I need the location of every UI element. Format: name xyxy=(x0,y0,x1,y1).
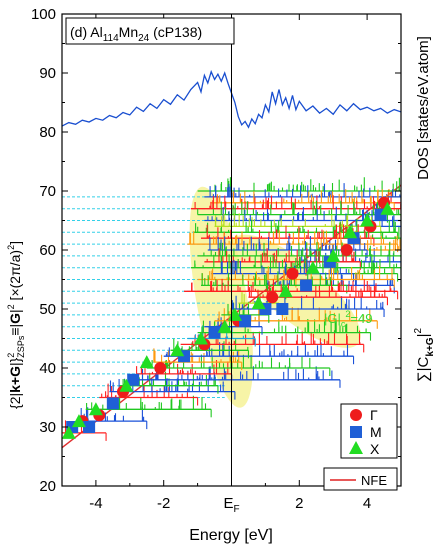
point-circle-3 xyxy=(154,362,167,374)
level-spikes-6 xyxy=(141,366,333,380)
point-triangle-11 xyxy=(305,260,320,274)
point-square-9 xyxy=(300,279,313,292)
upper-level-spikes-16 xyxy=(201,271,339,286)
legend-nfe-box xyxy=(323,467,398,491)
upper-level-spikes-8 xyxy=(206,224,370,239)
point-triangle-9 xyxy=(251,296,266,310)
x-tick-label--2: -2 xyxy=(157,495,170,512)
point-triangle-15 xyxy=(380,201,395,215)
y-tick-label-30: 30 xyxy=(39,419,56,436)
point-triangle-10 xyxy=(278,284,293,298)
x-tick-label-4: 4 xyxy=(363,495,371,512)
point-triangle-7 xyxy=(217,319,232,333)
point-square-3 xyxy=(127,373,140,386)
legend: Γ M X NFE xyxy=(323,403,398,491)
y-tick-label-100: 100 xyxy=(31,6,56,23)
title-box xyxy=(65,17,235,45)
upper-level-spikes-6 xyxy=(214,213,381,227)
point-triangle-13 xyxy=(343,225,358,239)
point-triangle-1 xyxy=(71,414,86,428)
x-tick-label--4: -4 xyxy=(89,495,102,512)
legend-marker-gamma xyxy=(350,409,362,421)
x-tick-label-2: 2 xyxy=(295,495,303,512)
x-axis-label: Energy [eV] xyxy=(189,527,273,544)
point-triangle-12 xyxy=(326,248,341,262)
legend-label-nfe: NFE xyxy=(361,473,387,488)
point-circle-7 xyxy=(286,267,299,280)
point-triangle-6 xyxy=(193,331,208,345)
dos-curve xyxy=(62,69,401,129)
y-tick-label-50: 50 xyxy=(39,301,56,318)
upper-level-spikes-2 xyxy=(216,189,388,203)
point-circle-6 xyxy=(266,291,279,304)
y-tick-label-20: 20 xyxy=(39,478,56,495)
level-spikes-37 xyxy=(388,189,393,197)
point-square-6 xyxy=(239,314,252,327)
legend-label-x: X xyxy=(370,441,380,457)
point-triangle-0 xyxy=(62,425,76,439)
y-tick-label-70: 70 xyxy=(39,183,56,200)
point-triangle-3 xyxy=(119,378,134,392)
legend-marker-m xyxy=(350,426,362,438)
critical-g-annotation: |G|c2=49 xyxy=(324,309,372,329)
y-tick-label-90: 90 xyxy=(39,65,56,82)
legend-label-m: M xyxy=(370,424,382,440)
point-triangle-2 xyxy=(88,402,103,416)
y-tick-label-60: 60 xyxy=(39,242,56,259)
panel-label: (d) xyxy=(70,24,87,40)
legend-box xyxy=(340,403,398,459)
upper-level-spikes-3 xyxy=(194,195,401,209)
point-circle-8 xyxy=(340,244,353,256)
point-triangle-14 xyxy=(360,213,375,227)
point-triangle-4 xyxy=(139,355,154,369)
y-tick-label-80: 80 xyxy=(39,124,56,141)
legend-marker-x xyxy=(349,441,363,454)
x-tick-label-0: EF xyxy=(223,495,239,515)
y-axis-label-left: {2|k+G|}2ZSPs≡|G|2 [×(2π/a)2] xyxy=(6,241,26,409)
legend-label-gamma: Γ xyxy=(370,407,378,423)
point-triangle-5 xyxy=(170,343,185,357)
point-square-1 xyxy=(83,421,96,433)
upper-level-spikes-0 xyxy=(214,177,400,191)
point-square-8 xyxy=(276,303,289,315)
chart-title: (d) Al114Mn24 (cP138) xyxy=(70,24,202,44)
y-axis-label-right-dos: DOS [states/eV.atom] xyxy=(415,36,432,180)
y-axis-label-right-ckg: ∑|Ck+G|2 xyxy=(413,328,436,383)
point-square-2 xyxy=(106,397,119,410)
upper-level-spikes-17 xyxy=(191,278,392,292)
y-tick-label-40: 40 xyxy=(39,360,56,377)
point-square-5 xyxy=(208,326,221,339)
